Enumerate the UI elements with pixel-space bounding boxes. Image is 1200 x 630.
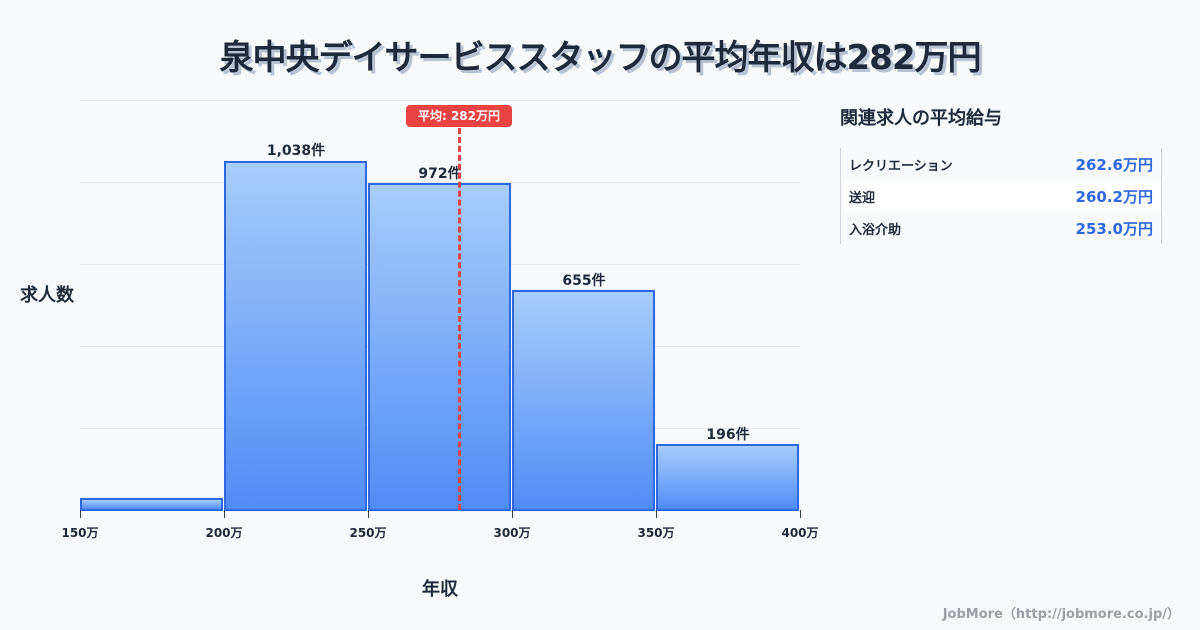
related-salary-table: レクリエーション 262.6万円 送迎 260.2万円 入浴介助 253.0万円: [840, 148, 1162, 244]
bar-150-200: [80, 498, 223, 511]
x-tick: [368, 510, 369, 518]
related-salary-title: 関連求人の平均給与: [840, 108, 1002, 129]
bar-value-label: 655件: [562, 273, 606, 289]
x-tick: [512, 510, 513, 518]
related-salary-panel: 関連求人の平均給与 レクリエーション 262.6万円 送迎 260.2万円 入浴…: [840, 104, 1162, 244]
gridline: [80, 182, 800, 183]
x-tick-label: 200万: [205, 526, 243, 540]
x-tick-label: 250万: [349, 526, 387, 540]
histogram-chart: 1,038件 972件 655件 196件 平均: 282万円 150万 200…: [20, 100, 819, 600]
x-tick: [80, 510, 81, 518]
bar-value-label: 972件: [418, 166, 462, 182]
x-tick: [656, 510, 657, 518]
job-category: 送迎: [849, 190, 876, 206]
footer-credit: JobMore（http://jobmore.co.jp/）: [942, 607, 1180, 622]
bar-value-label: 1,038件: [266, 143, 326, 159]
gridline: [80, 100, 800, 101]
job-category: レクリエーション: [849, 158, 953, 174]
x-tick-label: 300万: [493, 526, 531, 540]
bar-350-400: [656, 444, 799, 511]
related-salary-row: 送迎 260.2万円: [841, 180, 1161, 212]
average-salary: 262.6万円: [1075, 155, 1153, 174]
x-axis-title: 年収: [422, 579, 458, 600]
job-category: 入浴介助: [849, 222, 902, 238]
x-tick: [800, 510, 801, 518]
x-tick-label: 150万: [61, 526, 99, 540]
average-badge: 平均: 282万円: [406, 105, 512, 127]
x-tick: [224, 510, 225, 518]
related-salary-row: 入浴介助 253.0万円: [841, 212, 1161, 244]
bar-200-250: [224, 161, 367, 511]
average-salary: 253.0万円: [1075, 219, 1153, 238]
bar-value-label: 196件: [706, 427, 750, 443]
page-title: 泉中央デイサービススタッフの平均年収は282万円: [219, 38, 982, 78]
bar-300-350: [512, 290, 655, 511]
x-tick-label: 350万: [637, 526, 675, 540]
average-salary: 260.2万円: [1075, 187, 1153, 206]
related-salary-row: レクリエーション 262.6万円: [841, 148, 1161, 180]
average-line: [458, 128, 461, 510]
x-tick-label: 400万: [781, 526, 819, 540]
bar-250-300: [368, 183, 511, 511]
y-axis-title: 求人数: [20, 285, 74, 306]
